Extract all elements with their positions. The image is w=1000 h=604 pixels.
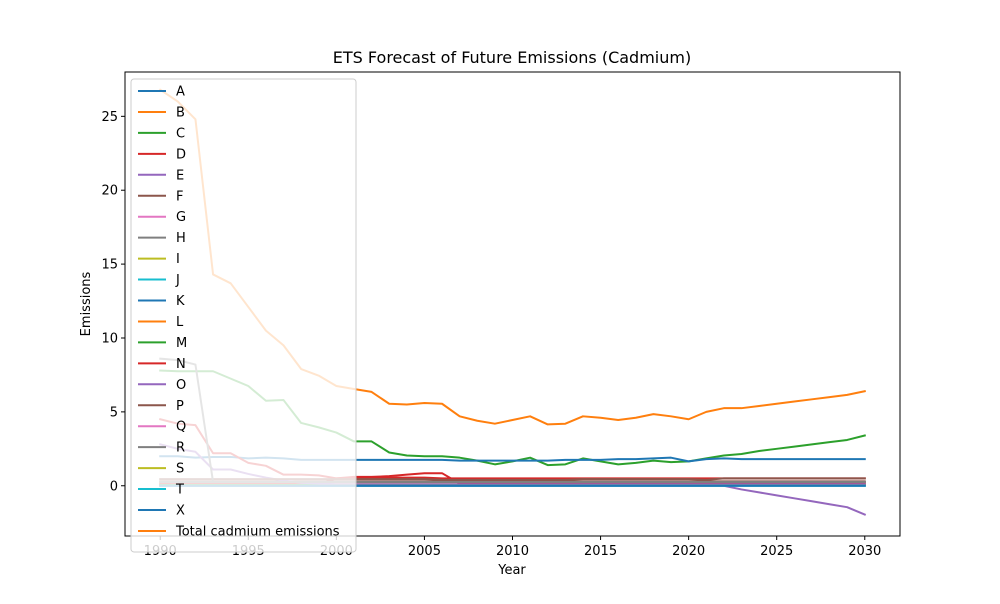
y-tick-label: 15 — [101, 258, 118, 273]
x-tick-label: 2020 — [672, 544, 705, 559]
y-tick-label: 10 — [101, 331, 118, 346]
chart-title: ETS Forecast of Future Emissions (Cadmiu… — [333, 48, 691, 67]
y-tick-label: 25 — [101, 110, 118, 125]
legend-label: L — [176, 315, 184, 330]
legend-label: H — [176, 231, 186, 246]
legend-label: Q — [176, 420, 186, 435]
legend-label: A — [176, 85, 185, 100]
legend-label: N — [176, 357, 186, 372]
x-tick-label: 2010 — [496, 544, 529, 559]
x-tick-label: 2015 — [584, 544, 617, 559]
legend-label: K — [176, 294, 185, 309]
x-axis-label: Year — [497, 563, 526, 578]
x-tick-label: 2030 — [848, 544, 881, 559]
x-tick-label: 2005 — [408, 544, 441, 559]
legend-label: B — [176, 105, 185, 120]
legend-label: F — [176, 189, 183, 204]
legend-label: O — [176, 378, 186, 393]
legend-label: D — [176, 147, 186, 162]
legend-label: C — [176, 126, 185, 141]
legend-label: I — [176, 252, 180, 267]
legend-label: G — [176, 210, 186, 225]
plot-frame — [124, 71, 901, 537]
legend-label: Total cadmium emissions — [175, 524, 340, 539]
y-axis-label: Emissions — [79, 271, 94, 336]
legend-label: S — [176, 462, 184, 477]
legend-label: M — [176, 336, 187, 351]
legend-label: X — [176, 504, 185, 519]
legend-label: T — [175, 483, 184, 498]
legend-label: P — [176, 399, 184, 414]
y-tick-label: 0 — [110, 479, 118, 494]
y-tick-label: 5 — [110, 405, 118, 420]
x-tick-label: 2025 — [760, 544, 793, 559]
legend-label: R — [176, 441, 185, 456]
y-tick-label: 20 — [101, 184, 118, 199]
legend-label: J — [175, 273, 180, 288]
legend-label: E — [176, 168, 184, 183]
legend-box — [130, 78, 357, 553]
